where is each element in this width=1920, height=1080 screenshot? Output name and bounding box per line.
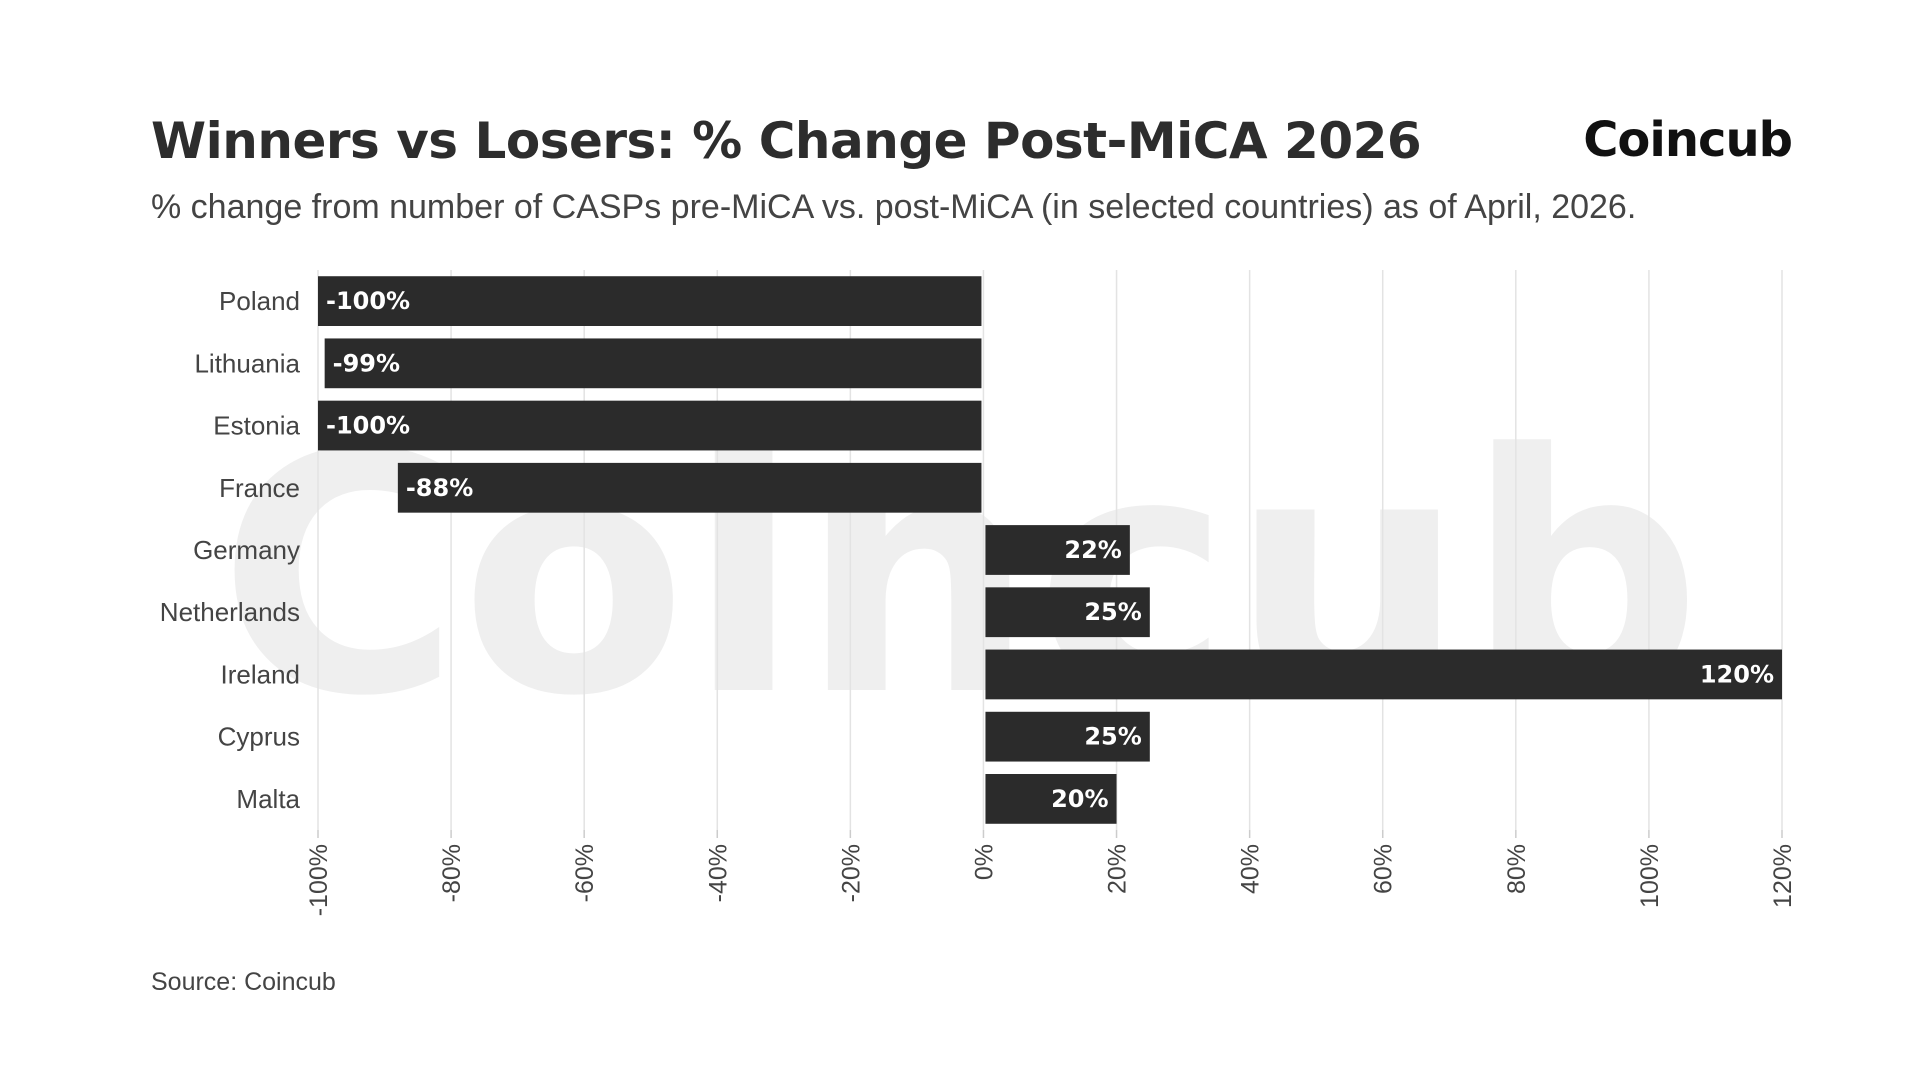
x-tick-label: -40% [704, 844, 732, 902]
data-label: 25% [1084, 598, 1141, 626]
bar-poland [318, 276, 982, 326]
category-label: Ireland [221, 659, 301, 689]
x-tick-label: 60% [1370, 844, 1398, 894]
x-tick-label: 40% [1237, 844, 1265, 894]
bar-malta [985, 774, 1117, 824]
chart-title: Winners vs Losers: % Change Post-MiCA 20… [151, 112, 1422, 170]
x-tick-label: -20% [837, 844, 865, 902]
data-label: 22% [1064, 536, 1121, 564]
category-label: France [219, 473, 300, 503]
bar-ireland [985, 649, 1782, 700]
bar-layer [318, 276, 1782, 824]
category-label: Poland [219, 286, 300, 316]
source-note: Source: Coincub [151, 968, 336, 996]
data-label: 120% [1700, 660, 1774, 688]
category-label: Estonia [213, 411, 300, 441]
x-tick-label: 80% [1503, 844, 1531, 894]
bar-france [397, 462, 982, 513]
x-tick-label: 100% [1636, 844, 1664, 908]
x-tick-label: -60% [571, 844, 599, 902]
category-label: Netherlands [160, 597, 300, 627]
x-tick-label: 20% [1104, 844, 1132, 894]
category-label: Lithuania [194, 348, 300, 378]
data-label: 20% [1051, 785, 1108, 813]
bar-netherlands [985, 587, 1150, 638]
bar-estonia [318, 400, 982, 451]
x-tick-label: 120% [1769, 844, 1797, 908]
data-label: -88% [406, 474, 473, 502]
category-label: Cyprus [218, 722, 300, 752]
bar-germany [985, 525, 1130, 575]
x-tick-label: 0% [970, 844, 998, 880]
axis-layer: -100% -80% -60% -40% -20% 0% 20% 40% 60% 80% 100% 1… [305, 830, 1797, 916]
chart-subtitle: % change from number of CASPs pre-MiCA v… [151, 188, 1637, 226]
data-label: -99% [333, 349, 400, 377]
data-label: -100% [326, 287, 410, 315]
x-tick-label: -100% [305, 844, 333, 916]
bar-cyprus [985, 711, 1150, 762]
grid-layer [317, 270, 1783, 830]
data-label: -100% [326, 412, 410, 440]
category-label: Malta [236, 784, 300, 814]
category-label: Germany [193, 535, 300, 565]
bar-lithuania [324, 338, 982, 389]
brand-logo: Coincub [1583, 112, 1793, 168]
data-label: 25% [1084, 723, 1141, 751]
label-layer: Poland -100% Lithuania -99% Estonia -100% Fran… [160, 286, 1774, 814]
x-tick-label: -80% [438, 844, 466, 902]
